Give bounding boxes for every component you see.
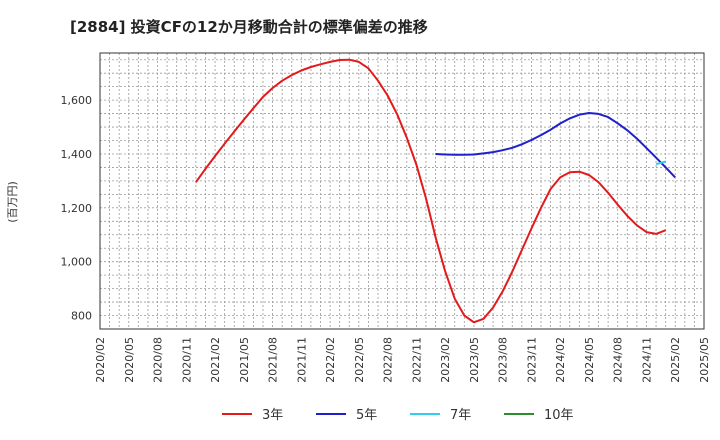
x-tick-label: 2021/08 xyxy=(267,337,280,383)
y-axis: 800 1,000 1,200 1,400 1,600 xyxy=(61,94,93,322)
x-tick-label: 2023/05 xyxy=(468,337,481,383)
grid xyxy=(100,53,704,329)
x-tick-label: 2023/08 xyxy=(497,337,510,383)
legend-label-0: 3年 xyxy=(262,408,283,423)
x-tick-label: 2021/02 xyxy=(209,337,222,383)
x-tick-label: 2022/08 xyxy=(382,337,395,383)
x-tick-label: 2024/08 xyxy=(612,337,625,383)
legend-label-3: 10年 xyxy=(544,408,574,423)
chart-title: [2884] 投資CFの12か月移動合計の標準偏差の推移 xyxy=(70,18,428,36)
x-tick-label: 2021/05 xyxy=(238,337,251,383)
series-lines xyxy=(195,58,676,324)
x-tick-label: 2020/02 xyxy=(94,337,107,383)
x-tick-label: 2020/11 xyxy=(180,337,193,383)
series-line-2 xyxy=(655,160,666,166)
y-tick-label: 1,400 xyxy=(61,148,93,161)
series-line-1 xyxy=(435,112,676,179)
x-tick-label: 2022/05 xyxy=(353,337,366,383)
y-tick-label: 800 xyxy=(71,310,92,323)
x-tick-label: 2022/11 xyxy=(410,337,423,383)
x-tick-label: 2023/02 xyxy=(439,337,452,383)
x-tick-label: 2025/02 xyxy=(669,337,682,383)
legend-label-2: 7年 xyxy=(450,408,471,423)
x-tick-label: 2022/02 xyxy=(324,337,337,383)
y-axis-label: (百万円) xyxy=(6,181,19,223)
y-tick-label: 1,200 xyxy=(61,202,93,215)
legend-label-1: 5年 xyxy=(356,408,377,423)
x-axis: 2020/02 2020/05 2020/08 2020/11 2021/02 2021/… xyxy=(94,337,711,383)
x-tick-label: 2020/08 xyxy=(152,337,165,383)
x-tick-label: 2024/02 xyxy=(554,337,567,383)
plot-area-frame xyxy=(99,52,705,330)
x-tick-label: 2021/11 xyxy=(295,337,308,383)
y-tick-label: 1,600 xyxy=(61,94,93,107)
series-line-0 xyxy=(195,58,667,324)
x-tick-label: 2020/05 xyxy=(123,337,136,383)
x-tick-label: 2023/11 xyxy=(525,337,538,383)
x-tick-label: 2024/05 xyxy=(583,337,596,383)
legend: 3年 5年 7年 10年 xyxy=(222,408,574,423)
x-tick-label: 2025/05 xyxy=(698,337,711,383)
y-tick-label: 1,000 xyxy=(61,256,93,269)
x-tick-label: 2024/11 xyxy=(640,337,653,383)
